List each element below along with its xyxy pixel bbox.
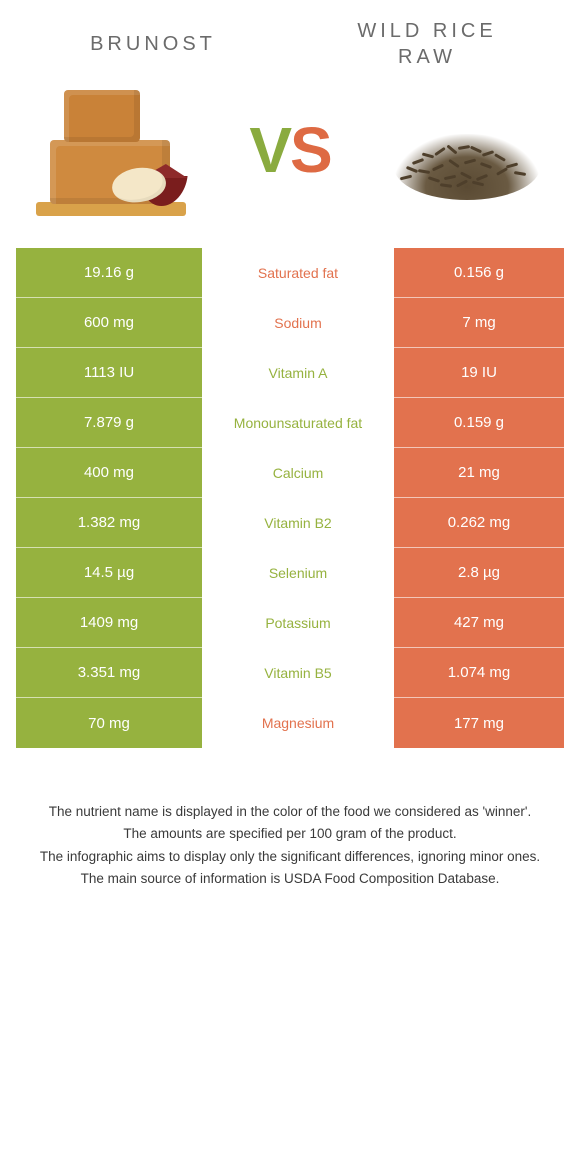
right-value: 0.262 mg xyxy=(394,498,564,548)
left-value: 600 mg xyxy=(16,298,202,348)
right-value: 0.159 g xyxy=(394,398,564,448)
right-value: 2.8 µg xyxy=(394,548,564,598)
table-row: 70 mgMagnesium177 mg xyxy=(16,698,564,748)
left-value: 3.351 mg xyxy=(16,648,202,698)
footnote-line: The nutrient name is displayed in the co… xyxy=(26,802,554,822)
right-value: 177 mg xyxy=(394,698,564,748)
left-food-title: Brunost xyxy=(16,31,290,57)
left-food-image xyxy=(28,80,198,220)
right-value: 7 mg xyxy=(394,298,564,348)
nutrient-label: Vitamin A xyxy=(202,348,394,398)
footnote-line: The amounts are specified per 100 gram o… xyxy=(26,824,554,844)
left-value: 1409 mg xyxy=(16,598,202,648)
right-value: 21 mg xyxy=(394,448,564,498)
right-value: 19 IU xyxy=(394,348,564,398)
left-value: 1.382 mg xyxy=(16,498,202,548)
cheese-icon xyxy=(28,80,198,220)
infographic-container: Brunost Wild Rice Raw VS 19.16 gSaturate xyxy=(0,0,580,889)
nutrition-table: 19.16 gSaturated fat0.156 g600 mgSodium7… xyxy=(16,248,564,748)
left-value: 19.16 g xyxy=(16,248,202,298)
left-value: 1113 IU xyxy=(16,348,202,398)
left-value: 14.5 µg xyxy=(16,548,202,598)
nutrient-label: Sodium xyxy=(202,298,394,348)
right-value: 427 mg xyxy=(394,598,564,648)
nutrient-label: Potassium xyxy=(202,598,394,648)
image-row: VS xyxy=(16,80,564,220)
footnotes: The nutrient name is displayed in the co… xyxy=(16,802,564,889)
table-row: 1.382 mgVitamin B20.262 mg xyxy=(16,498,564,548)
left-value: 7.879 g xyxy=(16,398,202,448)
nutrient-label: Calcium xyxy=(202,448,394,498)
nutrient-label: Saturated fat xyxy=(202,248,394,298)
vs-label: VS xyxy=(249,113,330,187)
table-row: 3.351 mgVitamin B51.074 mg xyxy=(16,648,564,698)
nutrient-label: Selenium xyxy=(202,548,394,598)
table-row: 14.5 µgSelenium2.8 µg xyxy=(16,548,564,598)
right-food-title: Wild Rice Raw xyxy=(290,18,564,70)
right-value: 0.156 g xyxy=(394,248,564,298)
nutrient-label: Monounsaturated fat xyxy=(202,398,394,448)
table-row: 1409 mgPotassium427 mg xyxy=(16,598,564,648)
title-row: Brunost Wild Rice Raw xyxy=(16,18,564,70)
footnote-line: The main source of information is USDA F… xyxy=(26,869,554,889)
vs-letter-v: V xyxy=(249,114,290,186)
right-value: 1.074 mg xyxy=(394,648,564,698)
right-food-image xyxy=(382,80,552,220)
table-row: 19.16 gSaturated fat0.156 g xyxy=(16,248,564,298)
table-row: 400 mgCalcium21 mg xyxy=(16,448,564,498)
table-row: 600 mgSodium7 mg xyxy=(16,298,564,348)
rice-icon xyxy=(382,90,552,210)
left-value: 70 mg xyxy=(16,698,202,748)
table-row: 7.879 gMonounsaturated fat0.159 g xyxy=(16,398,564,448)
table-row: 1113 IUVitamin A19 IU xyxy=(16,348,564,398)
vs-letter-s: S xyxy=(290,114,331,186)
left-value: 400 mg xyxy=(16,448,202,498)
nutrient-label: Magnesium xyxy=(202,698,394,748)
nutrient-label: Vitamin B2 xyxy=(202,498,394,548)
footnote-line: The infographic aims to display only the… xyxy=(26,847,554,867)
nutrient-label: Vitamin B5 xyxy=(202,648,394,698)
